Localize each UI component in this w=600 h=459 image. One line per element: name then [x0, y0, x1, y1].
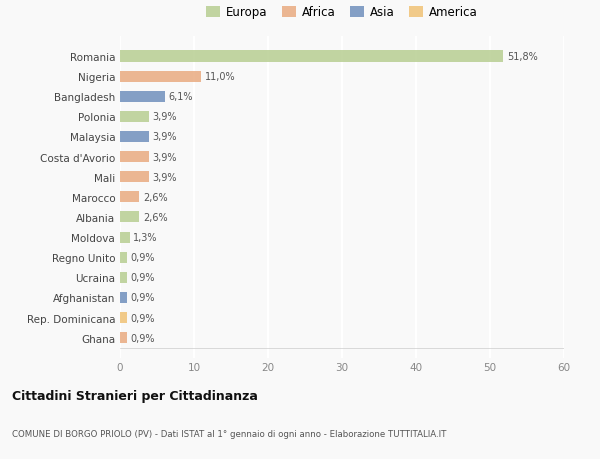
Bar: [120, 192, 139, 203]
Text: 1,3%: 1,3%: [133, 233, 158, 242]
Text: 2,6%: 2,6%: [143, 192, 167, 202]
Text: 0,9%: 0,9%: [130, 273, 155, 283]
Text: 0,9%: 0,9%: [130, 333, 155, 343]
Text: 2,6%: 2,6%: [143, 213, 167, 223]
Bar: [120, 232, 130, 243]
Bar: [120, 151, 149, 163]
Bar: [120, 172, 149, 183]
Bar: [120, 212, 139, 223]
Text: 11,0%: 11,0%: [205, 72, 236, 82]
Text: COMUNE DI BORGO PRIOLO (PV) - Dati ISTAT al 1° gennaio di ogni anno - Elaborazio: COMUNE DI BORGO PRIOLO (PV) - Dati ISTAT…: [12, 429, 446, 438]
Bar: [120, 51, 503, 62]
Bar: [120, 292, 127, 303]
Bar: [120, 312, 127, 323]
Text: 3,9%: 3,9%: [152, 132, 177, 142]
Bar: [120, 72, 202, 83]
Text: 0,9%: 0,9%: [130, 313, 155, 323]
Bar: [120, 332, 127, 343]
Text: 0,9%: 0,9%: [130, 252, 155, 263]
Text: Cittadini Stranieri per Cittadinanza: Cittadini Stranieri per Cittadinanza: [12, 389, 258, 403]
Legend: Europa, Africa, Asia, America: Europa, Africa, Asia, America: [204, 4, 480, 22]
Text: 3,9%: 3,9%: [152, 172, 177, 182]
Text: 51,8%: 51,8%: [507, 52, 538, 62]
Bar: [120, 112, 149, 123]
Bar: [120, 132, 149, 143]
Text: 3,9%: 3,9%: [152, 112, 177, 122]
Bar: [120, 272, 127, 283]
Bar: [120, 91, 165, 102]
Text: 3,9%: 3,9%: [152, 152, 177, 162]
Text: 0,9%: 0,9%: [130, 293, 155, 303]
Text: 6,1%: 6,1%: [169, 92, 193, 102]
Bar: [120, 252, 127, 263]
